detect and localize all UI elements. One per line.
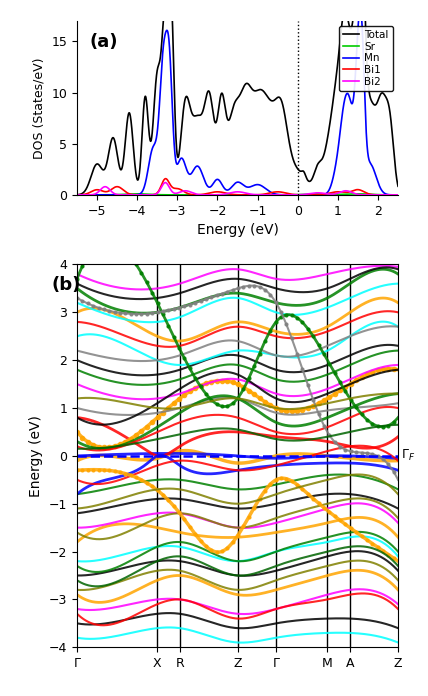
- Bi1: [386, 191, 391, 199]
- Text: (a): (a): [90, 33, 119, 51]
- Bi2: [386, 191, 391, 199]
- Text: (b): (b): [51, 276, 81, 294]
- Bi2: [163, 178, 168, 187]
- Mn: [231, 181, 236, 189]
- Line: Bi2: Bi2: [77, 182, 398, 195]
- Sr: [231, 191, 236, 199]
- Bi1: [231, 190, 236, 198]
- Sr: [355, 190, 360, 198]
- Bi2: [386, 191, 392, 199]
- Bi2: [91, 190, 96, 198]
- Bi2: [327, 190, 333, 198]
- Sr: [386, 191, 392, 199]
- Total: [327, 120, 333, 128]
- Total: [386, 101, 391, 109]
- Line: Mn: Mn: [77, 8, 398, 195]
- Bi1: [222, 189, 227, 197]
- X-axis label: Energy (eV): Energy (eV): [196, 223, 279, 237]
- Y-axis label: DOS (States/eV): DOS (States/eV): [33, 57, 46, 159]
- Total: [231, 103, 236, 111]
- Bi2: [74, 191, 80, 199]
- Sr: [91, 191, 96, 199]
- Line: Bi1: Bi1: [77, 179, 398, 195]
- Total: [91, 165, 96, 173]
- Y-axis label: Energy (eV): Energy (eV): [30, 415, 43, 497]
- Mn: [222, 184, 227, 193]
- Line: Total: Total: [77, 0, 398, 195]
- Legend: Total, Sr, Mn, Bi1, Bi2: Total, Sr, Mn, Bi1, Bi2: [339, 26, 393, 90]
- Sr: [386, 191, 392, 199]
- Total: [74, 191, 80, 199]
- Bi1: [74, 191, 80, 199]
- Sr: [74, 191, 80, 199]
- Text: $\Gamma_F$: $\Gamma_F$: [401, 448, 416, 464]
- Bi2: [222, 190, 227, 198]
- Sr: [225, 191, 230, 199]
- Sr: [327, 190, 333, 198]
- Total: [222, 100, 227, 109]
- Bi1: [327, 189, 333, 197]
- Bi2: [395, 191, 401, 199]
- Sr: [222, 191, 227, 199]
- Line: Sr: Sr: [77, 194, 398, 195]
- Bi1: [386, 191, 392, 199]
- Bi2: [231, 188, 236, 196]
- Total: [395, 182, 401, 191]
- Mn: [395, 191, 401, 199]
- Mn: [386, 191, 391, 199]
- Mn: [386, 191, 392, 199]
- Bi1: [395, 191, 401, 199]
- Mn: [74, 191, 80, 199]
- Bi1: [163, 175, 168, 183]
- Total: [386, 102, 392, 110]
- Mn: [91, 191, 96, 199]
- Sr: [395, 191, 401, 199]
- Mn: [327, 184, 333, 193]
- Bi1: [91, 187, 96, 195]
- Mn: [358, 3, 363, 12]
